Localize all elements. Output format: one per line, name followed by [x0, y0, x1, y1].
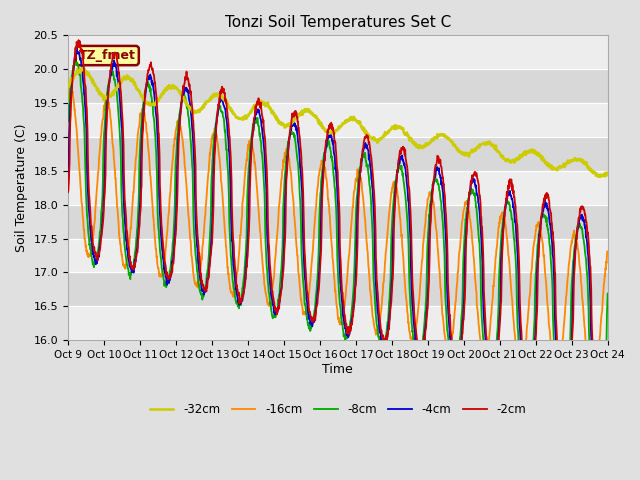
- -8cm: [64, 119, 72, 124]
- -4cm: [422, 321, 429, 326]
- -32cm: [184, 104, 192, 109]
- -2cm: [172, 235, 179, 240]
- -32cm: [595, 174, 602, 180]
- Y-axis label: Soil Temperature (C): Soil Temperature (C): [15, 123, 28, 252]
- -4cm: [64, 186, 72, 192]
- Legend: -32cm, -16cm, -8cm, -4cm, -2cm: -32cm, -16cm, -8cm, -4cm, -2cm: [145, 398, 531, 420]
- Bar: [68, 306, 608, 340]
- -16cm: [540, 252, 548, 258]
- -4cm: [184, 91, 192, 96]
- Line: -2cm: -2cm: [68, 40, 608, 406]
- Bar: [68, 103, 608, 137]
- -8cm: [172, 173, 179, 179]
- Line: -32cm: -32cm: [68, 68, 608, 177]
- -2cm: [599, 403, 607, 408]
- -16cm: [422, 213, 429, 219]
- -4cm: [245, 213, 253, 218]
- -16cm: [492, 248, 500, 253]
- -4cm: [492, 355, 500, 361]
- -2cm: [422, 326, 429, 332]
- -8cm: [245, 164, 253, 169]
- -2cm: [184, 77, 192, 83]
- -32cm: [422, 140, 429, 146]
- -2cm: [64, 189, 72, 195]
- -8cm: [184, 114, 192, 120]
- -16cm: [245, 146, 253, 152]
- Line: -4cm: -4cm: [68, 48, 608, 410]
- -16cm: [64, 96, 72, 102]
- -16cm: [184, 213, 192, 218]
- -2cm: [540, 195, 548, 201]
- -8cm: [540, 212, 548, 217]
- -4cm: [604, 347, 612, 352]
- -8cm: [73, 60, 81, 65]
- -2cm: [245, 232, 253, 238]
- -4cm: [73, 46, 81, 51]
- Line: -8cm: -8cm: [68, 62, 608, 414]
- -4cm: [596, 407, 604, 413]
- -32cm: [77, 65, 85, 71]
- -16cm: [172, 133, 179, 139]
- -2cm: [75, 37, 83, 43]
- -32cm: [172, 84, 179, 89]
- X-axis label: Time: Time: [323, 363, 353, 376]
- Title: Tonzi Soil Temperatures Set C: Tonzi Soil Temperatures Set C: [225, 15, 451, 30]
- -4cm: [540, 204, 548, 210]
- -32cm: [64, 82, 72, 87]
- -2cm: [492, 358, 500, 363]
- -16cm: [588, 388, 596, 394]
- -8cm: [422, 300, 429, 305]
- Line: -16cm: -16cm: [68, 86, 608, 391]
- Bar: [68, 239, 608, 273]
- -8cm: [604, 291, 612, 297]
- -32cm: [604, 170, 612, 176]
- Text: TZ_fmet: TZ_fmet: [79, 49, 136, 62]
- -16cm: [66, 84, 74, 89]
- -8cm: [492, 341, 500, 347]
- -32cm: [245, 112, 253, 118]
- -16cm: [604, 249, 612, 255]
- -8cm: [595, 411, 602, 417]
- -32cm: [492, 146, 500, 152]
- -32cm: [540, 156, 548, 162]
- -2cm: [604, 358, 612, 364]
- -4cm: [172, 226, 179, 232]
- Bar: [68, 36, 608, 69]
- Bar: [68, 171, 608, 204]
